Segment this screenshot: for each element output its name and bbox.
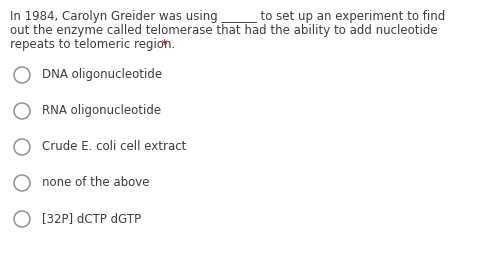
Text: RNA oligonucleotide: RNA oligonucleotide	[42, 104, 161, 117]
Text: In 1984, Carolyn Greider was using ______ to set up an experiment to find: In 1984, Carolyn Greider was using _____…	[10, 10, 445, 23]
Text: repeats to telomeric region.: repeats to telomeric region.	[10, 38, 175, 51]
Text: out the enzyme called telomerase that had the ability to add nucleotide: out the enzyme called telomerase that ha…	[10, 24, 438, 37]
Text: none of the above: none of the above	[42, 176, 149, 189]
Text: DNA oligonucleotide: DNA oligonucleotide	[42, 68, 162, 81]
Text: Crude E. coli cell extract: Crude E. coli cell extract	[42, 140, 186, 153]
Text: [32P] dCTP dGTP: [32P] dCTP dGTP	[42, 212, 141, 225]
Text: *: *	[158, 38, 168, 51]
